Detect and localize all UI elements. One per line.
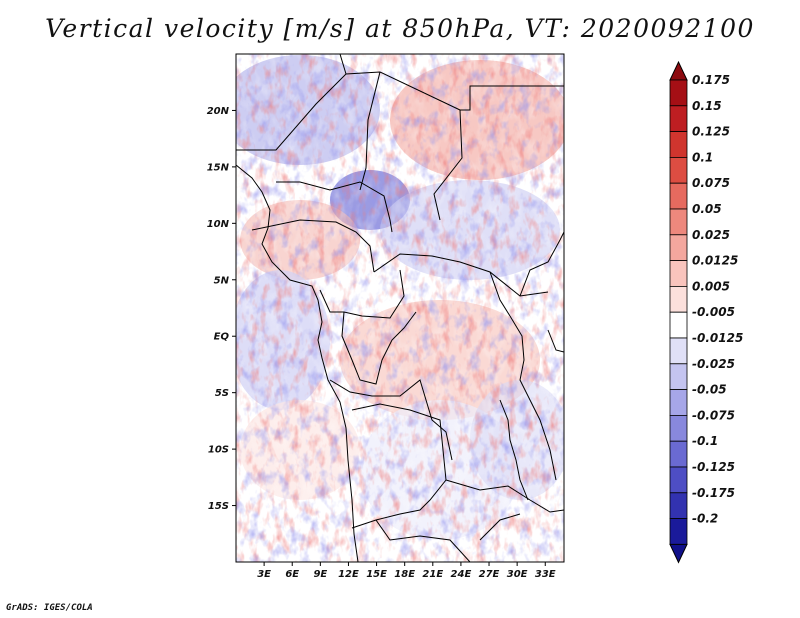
lon-tick-label: 18E (394, 569, 415, 580)
colorbar-label: -0.075 (692, 408, 735, 422)
colorbar-swatch (669, 337, 688, 365)
latitude-axis: 20N 15N 10N 5N EQ 5S 10S 15S (207, 106, 236, 512)
lat-tick-label: 15S (208, 501, 229, 512)
colorbar-swatch (669, 234, 688, 262)
colorbar-label: -0.175 (692, 486, 735, 500)
lat-tick-label: 10N (207, 219, 230, 230)
lon-tick-label: 15E (366, 569, 387, 580)
lon-tick-label: 6E (285, 569, 299, 580)
colorbar-swatch (669, 131, 688, 158)
colorbar-min-arrow (669, 543, 688, 564)
colorbar-swatch (669, 105, 688, 133)
colorbar-label: 0.005 (692, 279, 730, 293)
lat-tick-label: 5S (215, 388, 229, 399)
lon-tick-label: 3E (257, 569, 271, 580)
colorbar-label: 0.15 (692, 99, 722, 113)
lat-tick-label: 10S (208, 445, 229, 456)
footer-credit: GrADS: IGES/COLA (6, 603, 93, 613)
lon-tick-label: 12E (338, 569, 359, 580)
colorbar-label: 0.0125 (692, 254, 738, 268)
colorbar-label: 0.075 (692, 176, 730, 190)
colorbar-swatch (669, 182, 688, 210)
lat-tick-label: 15N (207, 162, 230, 173)
colorbar-label: -0.1 (692, 434, 718, 448)
colorbar-swatch (669, 466, 688, 494)
lat-tick-label: 5N (214, 275, 230, 286)
lon-tick-label: 9E (313, 569, 327, 580)
colorbar-label: 0.025 (692, 228, 730, 242)
colorbar-swatch (669, 414, 688, 442)
colorbar-swatch (669, 363, 688, 390)
colorbar-label: 0.1 (692, 150, 713, 164)
shaded-field (236, 54, 564, 562)
colorbar-max-arrow (669, 60, 688, 81)
map-title: Vertical velocity [m/s] at 850hPa, VT: 2… (45, 14, 755, 43)
colorbar-label: -0.025 (692, 357, 735, 371)
lon-tick-label: 27E (479, 569, 500, 580)
lon-tick-label: 33E (535, 569, 556, 580)
colorbar-swatch (669, 79, 688, 107)
colorbar-swatch (669, 518, 688, 545)
colorbar-label: -0.005 (692, 305, 735, 319)
lat-tick-label: EQ (214, 332, 230, 343)
colorbar-swatch (669, 311, 688, 339)
colorbar-swatch (669, 208, 688, 236)
colorbar-label: -0.0125 (692, 331, 743, 345)
colorbar-label: -0.05 (692, 383, 727, 397)
lon-tick-label: 24E (451, 569, 472, 580)
colorbar: 0.175 0.15 0.125 0.1 0.075 0.05 0.025 0.0125 0.0… (669, 60, 743, 564)
lat-tick-label: 20N (207, 106, 230, 117)
plot-frame (235, 53, 565, 563)
colorbar-swatch (669, 156, 688, 184)
colorbar-swatch (669, 440, 688, 468)
colorbar-swatch (669, 492, 688, 519)
lon-tick-label: 30E (507, 569, 528, 580)
lon-tick-label: 21E (422, 569, 443, 580)
colorbar-swatch (669, 389, 688, 416)
colorbar-label: 0.05 (692, 202, 722, 216)
longitude-axis: 3E 6E 9E 12E 15E 18E 21E 24E 27E 30E 33E (257, 562, 556, 580)
colorbar-label: 0.175 (692, 73, 730, 87)
country-borders (236, 54, 564, 562)
colorbar-swatch (669, 260, 688, 287)
colorbar-label: -0.2 (692, 512, 718, 526)
colorbar-swatch (669, 285, 688, 313)
colorbar-label: -0.125 (692, 460, 735, 474)
colorbar-label: 0.125 (692, 125, 730, 139)
